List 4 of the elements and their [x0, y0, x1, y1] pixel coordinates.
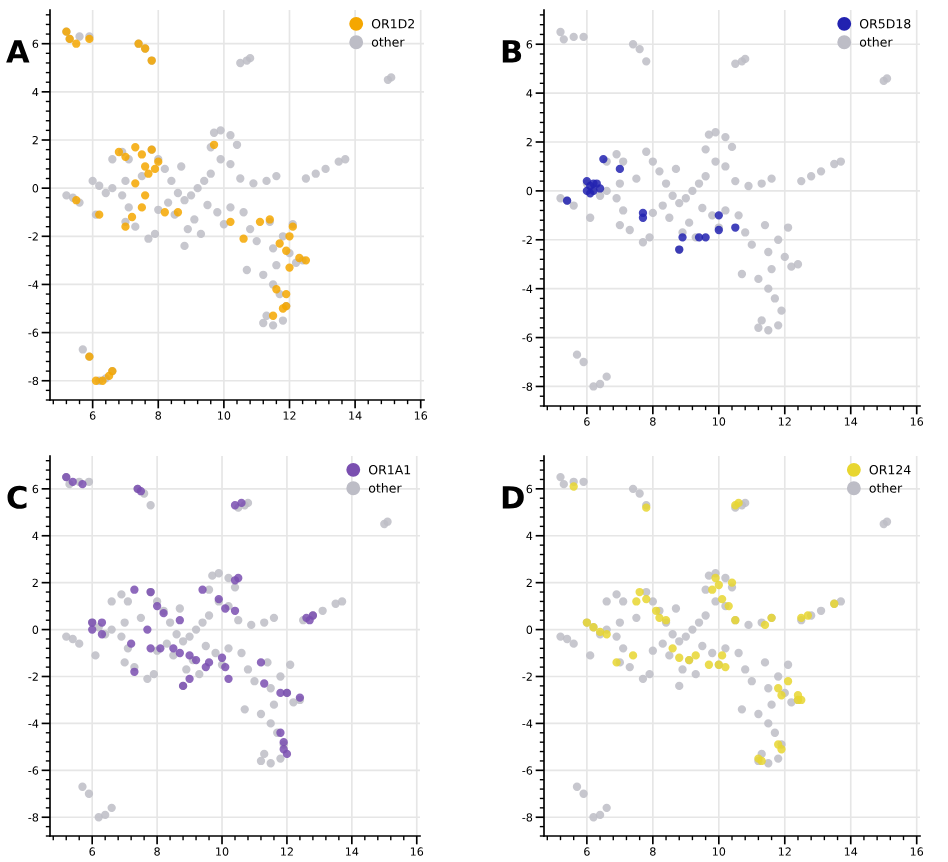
text: C	[7, 485, 27, 509]
text: B	[502, 40, 522, 63]
text: A	[6, 40, 30, 63]
text: D	[502, 486, 524, 509]
